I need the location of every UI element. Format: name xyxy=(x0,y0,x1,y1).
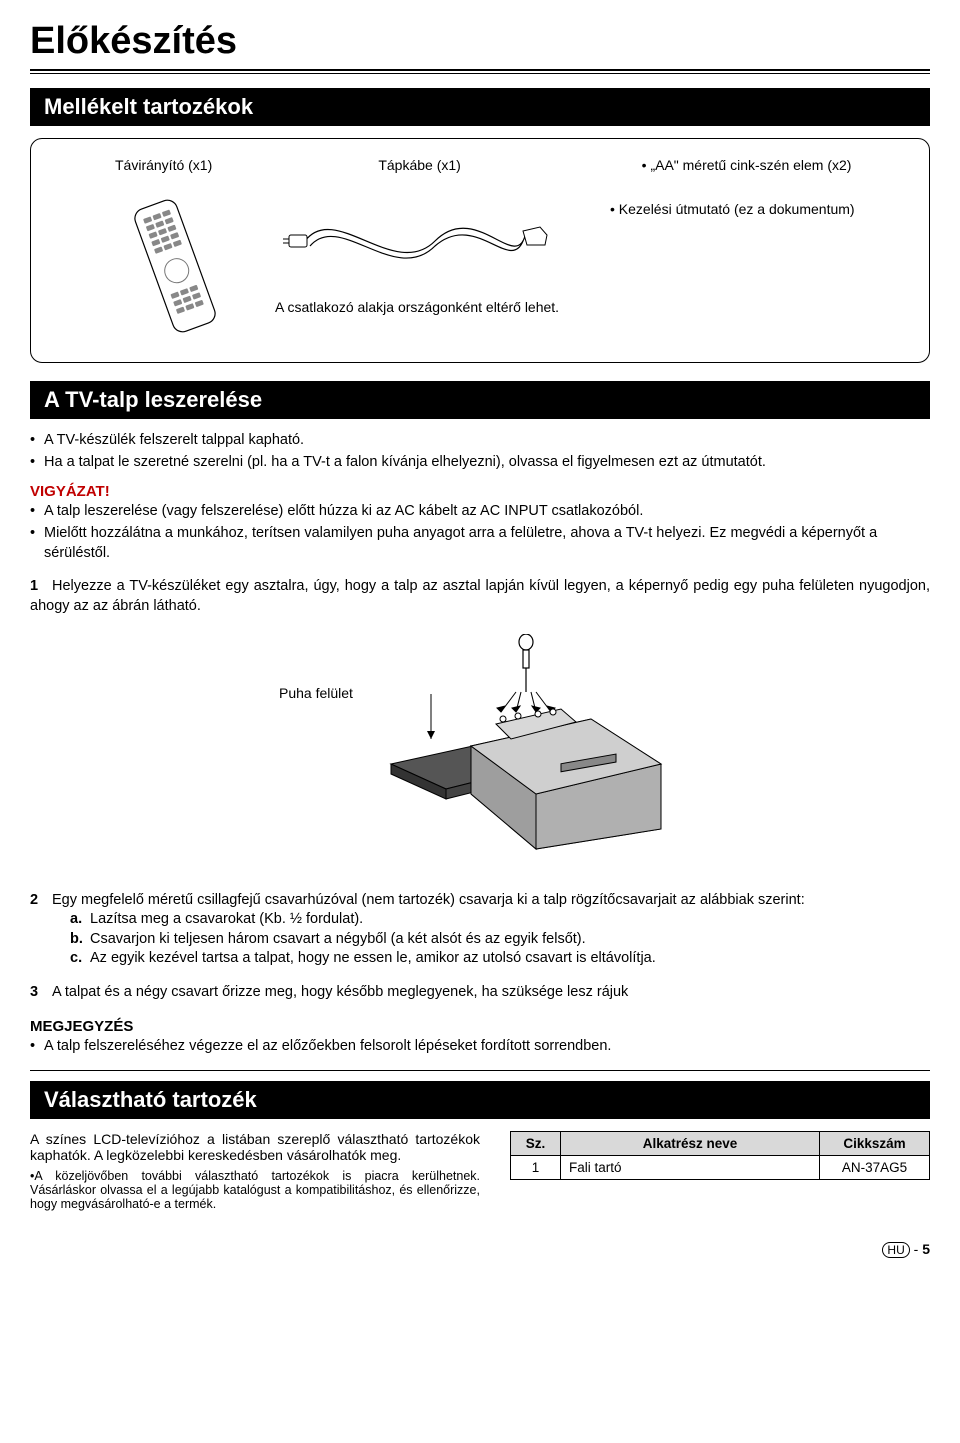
note-label: MEGJEGYZÉS xyxy=(30,1017,930,1037)
warning-list: A talp leszerelése (vagy felszerelése) e… xyxy=(30,502,930,563)
section-optional-header: Választható tartozék xyxy=(30,1081,930,1119)
td-code: AN-37AG5 xyxy=(820,1156,930,1180)
footer-page: 5 xyxy=(922,1241,930,1257)
step-1-num: 1 xyxy=(30,577,52,597)
page-footer: HU - 5 xyxy=(30,1241,930,1258)
optional-text-block: A színes LCD-televízióhoz a listában sze… xyxy=(30,1131,480,1211)
optional-table-wrap: Sz. Alkatrész neve Cikkszám 1 Fali tartó… xyxy=(510,1131,930,1211)
section-stand-header: A TV-talp leszerelése xyxy=(30,381,930,419)
acc-cable-label: Tápkábe (x1) xyxy=(378,157,641,173)
tv-stand-illustration-block: Puha felület xyxy=(30,634,930,861)
optional-table: Sz. Alkatrész neve Cikkszám 1 Fali tartó… xyxy=(510,1131,930,1180)
step-2b-letter: b. xyxy=(70,930,90,950)
step-3: 3A talpat és a négy csavart őrizze meg, … xyxy=(30,983,930,1003)
footer-lang: HU xyxy=(882,1242,909,1258)
warning-bullet-1: A talp leszerelése (vagy felszerelése) e… xyxy=(30,502,930,522)
td-sz: 1 xyxy=(511,1156,561,1180)
remote-illustration xyxy=(115,191,235,346)
acc-manual-label: • Kezelési útmutató (ez a dokumentum) xyxy=(610,191,905,217)
accessories-box: Távirányító (x1) Tápkábe (x1) • „AA" mér… xyxy=(30,138,930,363)
warning-label: VIGYÁZAT! xyxy=(30,482,930,502)
step-2: 2Egy megfelelő méretű csillagfejű csavar… xyxy=(30,891,930,911)
title-underline xyxy=(30,69,930,74)
optional-p1: A színes LCD-televízióhoz a listában sze… xyxy=(30,1131,480,1163)
step-2c: c.Az egyik kezével tartsa a talpat, hogy… xyxy=(30,949,930,969)
th-code: Cikkszám xyxy=(820,1132,930,1156)
step-3-num: 3 xyxy=(30,983,52,1003)
step-2c-letter: c. xyxy=(70,949,90,969)
acc-batteries-label: • „AA" méretű cink-szén elem (x2) xyxy=(642,157,905,173)
tv-stand-illustration xyxy=(361,634,681,861)
step-1: 1Helyezze a TV-készüléket egy asztalra, … xyxy=(30,577,930,616)
step-2-text: Egy megfelelő méretű csillagfejű csavarh… xyxy=(52,892,805,908)
step-1-text: Helyezze a TV-készüléket egy asztalra, ú… xyxy=(30,578,930,614)
stand-bullet-1: A TV-készülék felszerelt talppal kapható… xyxy=(30,431,930,451)
stand-intro-list: A TV-készülék felszerelt talppal kapható… xyxy=(30,431,930,472)
cable-illustration xyxy=(275,191,570,291)
warning-bullet-2: Mielőtt hozzálátna a munkához, terítsen … xyxy=(30,524,930,563)
step-2b: b.Csavarjon ki teljesen három csavart a … xyxy=(30,930,930,950)
section-accessories-header: Mellékelt tartozékok xyxy=(30,88,930,126)
td-name: Fali tartó xyxy=(561,1156,820,1180)
step-2b-text: Csavarjon ki teljesen három csavart a né… xyxy=(90,931,586,947)
step-2a: a.Lazítsa meg a csavarokat (Kb. ½ fordul… xyxy=(30,910,930,930)
table-row: 1 Fali tartó AN-37AG5 xyxy=(511,1156,930,1180)
th-sz: Sz. xyxy=(511,1132,561,1156)
footer-sep: - xyxy=(910,1241,922,1257)
step-2c-text: Az egyik kezével tartsa a talpat, hogy n… xyxy=(90,950,656,966)
soft-surface-label: Puha felület xyxy=(279,684,353,703)
note-list: A talp felszereléséhez végezze el az elő… xyxy=(30,1037,930,1057)
page-title: Előkészítés xyxy=(30,20,930,63)
step-2a-letter: a. xyxy=(70,910,90,930)
step-3-text: A talpat és a négy csavart őrizze meg, h… xyxy=(52,984,628,1000)
note-bullet: A talp felszereléséhez végezze el az elő… xyxy=(30,1037,930,1057)
optional-p2: •A közeljövőben további választható tart… xyxy=(30,1169,480,1211)
stand-bullet-2: Ha a talpat le szeretné szerelni (pl. ha… xyxy=(30,453,930,473)
acc-remote-label: Távirányító (x1) xyxy=(55,157,378,173)
th-name: Alkatrész neve xyxy=(561,1132,820,1156)
step-2-num: 2 xyxy=(30,891,52,911)
divider xyxy=(30,1070,930,1071)
step-2a-text: Lazítsa meg a csavarokat (Kb. ½ fordulat… xyxy=(90,911,363,927)
cable-note: A csatlakozó alakja országonként eltérő … xyxy=(275,299,570,315)
